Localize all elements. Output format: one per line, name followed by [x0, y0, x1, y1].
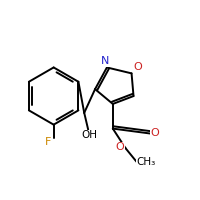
Text: O: O: [133, 62, 142, 72]
Text: F: F: [45, 137, 51, 147]
Text: N: N: [101, 56, 110, 66]
Text: OH: OH: [81, 131, 97, 141]
Text: CH₃: CH₃: [137, 157, 156, 167]
Text: O: O: [151, 128, 160, 138]
Text: O: O: [116, 142, 124, 152]
